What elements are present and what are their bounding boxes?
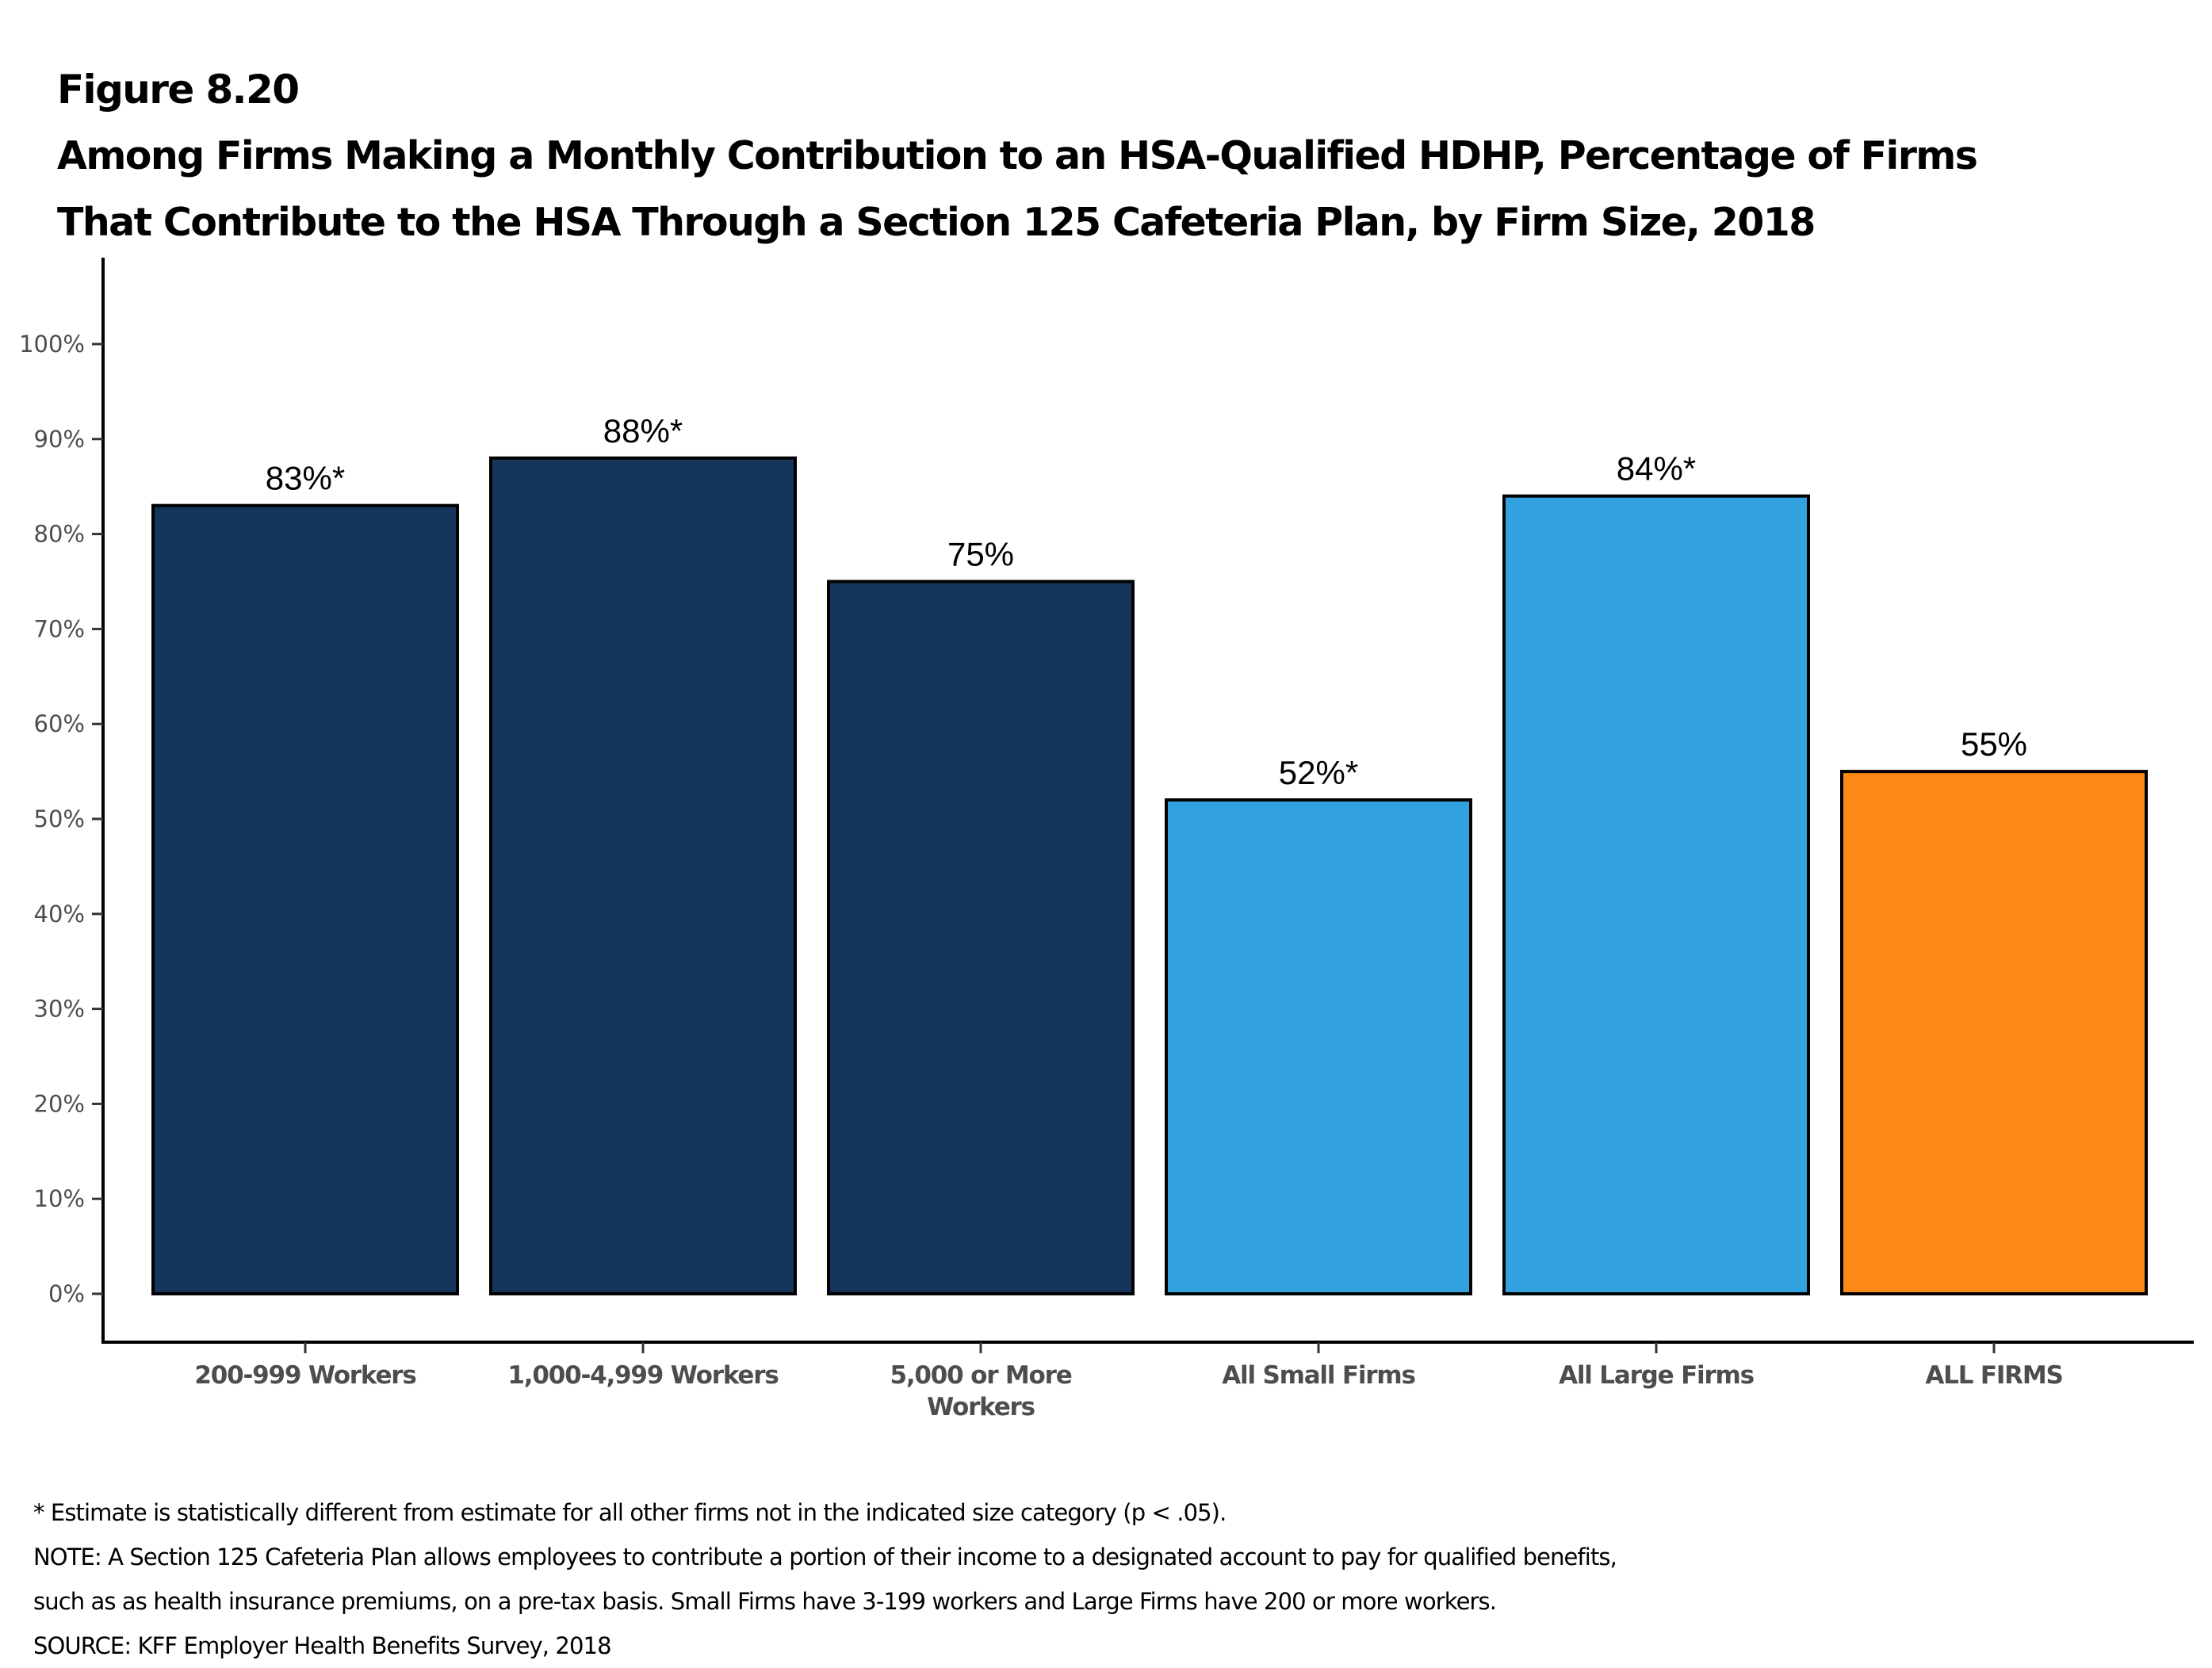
y-axis: 0% 10% 20% 30% 40% 50% 60% 70% 80% 90% 100% (19, 258, 105, 1344)
data-label: 88%* (603, 412, 683, 450)
bar (1502, 494, 1810, 1295)
y-tick-label: 90% (34, 426, 85, 453)
x-tick-label: 5,000 or More Workers (890, 1361, 1071, 1421)
bar (1165, 798, 1472, 1295)
x-tick-label: ALL FIRMS (1925, 1361, 2062, 1390)
y-tick-label: 10% (34, 1185, 85, 1212)
x-tick-label: All Small Firms (1222, 1361, 1414, 1390)
x-tick-label-line: 1,000-4,999 Workers (507, 1361, 778, 1390)
x-tick-label: 1,000-4,999 Workers (507, 1361, 778, 1390)
y-tick-label: 30% (34, 996, 85, 1023)
y-tick-label: 20% (34, 1090, 85, 1117)
footnote-significance: * Estimate is statistically different fr… (33, 1499, 1227, 1526)
bar (151, 503, 459, 1295)
x-tick-label-line: All Large Firms (1559, 1361, 1754, 1390)
data-label: 55% (1961, 725, 2027, 763)
y-tick-label: 0% (48, 1280, 85, 1307)
x-tick-label-line: 200-999 Workers (194, 1361, 415, 1390)
x-tick-label-line: Workers (927, 1393, 1035, 1421)
footnote-note-line-1: NOTE: A Section 125 Cafeteria Plan allow… (33, 1544, 1617, 1570)
chart-title-line-2: That Contribute to the HSA Through a Sec… (57, 200, 1816, 245)
data-labels: 83%* 88%* 75% 52%* 84%* 55% (266, 412, 2027, 791)
data-label: 84%* (1617, 450, 1696, 488)
data-label: 52%* (1279, 754, 1358, 791)
footnote-source: SOURCE: KFF Employer Health Benefits Sur… (33, 1632, 612, 1659)
bar (1840, 770, 2148, 1295)
footnote-note-line-2: such as as health insurance premiums, on… (33, 1588, 1497, 1615)
y-tick-label: 100% (19, 331, 85, 358)
x-tick-label-line: ALL FIRMS (1925, 1361, 2062, 1390)
x-tick-label: All Large Firms (1559, 1361, 1754, 1390)
chart-title-line-1: Among Firms Making a Monthly Contributio… (57, 133, 1978, 178)
bar (489, 456, 797, 1295)
y-tick-label: 60% (34, 710, 85, 737)
x-tick-label: 200-999 Workers (194, 1361, 415, 1390)
y-tick-label: 80% (34, 521, 85, 548)
bar (827, 580, 1135, 1295)
x-tick-label-line: All Small Firms (1222, 1361, 1414, 1390)
data-label: 75% (947, 536, 1014, 573)
x-tick-label-line: 5,000 or More (890, 1361, 1071, 1390)
bar-chart: 0% 10% 20% 30% 40% 50% 60% 70% 80% 90% 100% 200-99… (19, 258, 2194, 1421)
footnotes: * Estimate is statistically different fr… (33, 1490, 1617, 1668)
y-tick-label: 70% (34, 615, 85, 642)
y-tick-label: 40% (34, 901, 85, 928)
y-tick-label: 50% (34, 805, 85, 832)
bars (151, 456, 2148, 1295)
data-label: 83%* (266, 460, 345, 497)
x-axis: 200-999 Workers 1,000-4,999 Workers 5,000 … (101, 1341, 2194, 1421)
figure-number: Figure 8.20 (57, 67, 300, 113)
